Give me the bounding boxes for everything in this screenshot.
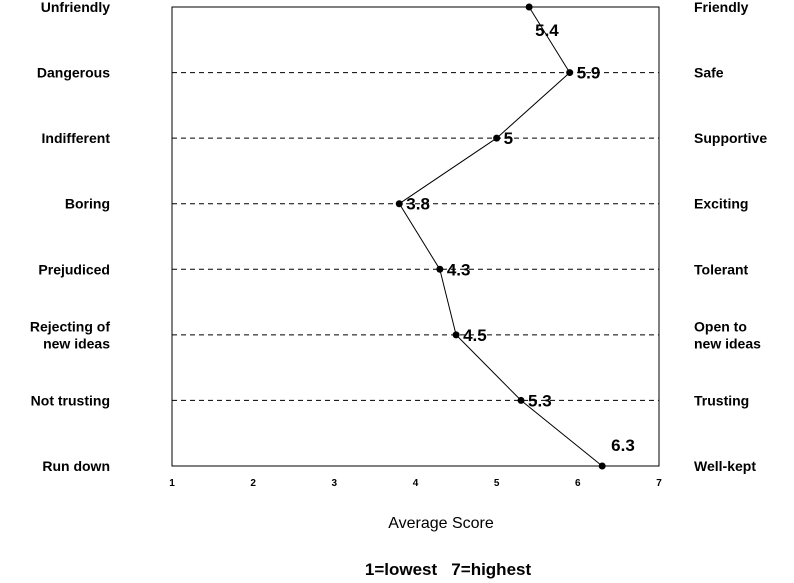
left-anchor-label: Unfriendly xyxy=(41,0,110,15)
right-anchor-label: Friendly xyxy=(694,0,749,15)
x-tick-label: 3 xyxy=(332,478,338,489)
x-tick-label: 1 xyxy=(169,478,175,489)
x-tick-label: 5 xyxy=(494,478,500,489)
data-point xyxy=(566,69,574,77)
plot-area-frame xyxy=(171,6,660,467)
data-point xyxy=(598,462,606,470)
data-label: 5.4 xyxy=(535,21,559,40)
data-point xyxy=(525,3,533,11)
left-anchor-label: Run down xyxy=(42,458,110,474)
average-score-series: 5.4 5.9 5 3.8 4.3 4.5 5.3 6.3 xyxy=(395,3,635,470)
x-axis-ticks: 1 2 3 4 5 6 7 xyxy=(169,478,662,489)
right-anchor-label: Safe xyxy=(694,65,724,81)
left-anchor-label: Boring xyxy=(65,196,110,212)
data-point xyxy=(395,200,403,208)
grid-lines xyxy=(172,72,659,401)
right-anchor-label: Supportive xyxy=(694,130,767,146)
data-label: 5.3 xyxy=(528,391,552,410)
left-anchor-label: Not trusting xyxy=(31,392,110,408)
data-point xyxy=(452,331,460,339)
data-label: 5.9 xyxy=(577,64,601,83)
x-tick-label: 7 xyxy=(656,478,662,489)
left-anchor-label: Dangerous xyxy=(37,65,110,81)
x-tick-label: 4 xyxy=(413,478,419,489)
left-anchor-labels: Unfriendly Dangerous Indifferent Boring Prej… xyxy=(30,0,110,474)
right-anchor-label: Trusting xyxy=(694,392,749,408)
x-axis-label: Average Score xyxy=(388,515,494,532)
right-anchor-label: new ideas xyxy=(694,335,761,351)
left-anchor-label: Indifferent xyxy=(42,130,111,146)
data-point xyxy=(436,265,444,273)
data-label: 6.3 xyxy=(611,436,635,455)
left-anchor-label: new ideas xyxy=(43,335,110,351)
left-anchor-label: Rejecting of xyxy=(30,318,110,334)
data-point xyxy=(517,396,525,404)
scale-note: 1=lowest 7=highest xyxy=(365,560,532,579)
data-label: 4.5 xyxy=(463,326,487,345)
series-line xyxy=(398,6,603,467)
right-anchor-label: Well-kept xyxy=(694,458,756,474)
right-anchor-label: Open to xyxy=(694,318,747,334)
data-point xyxy=(493,134,501,142)
x-tick-label: 2 xyxy=(250,478,256,489)
data-label: 4.3 xyxy=(447,260,471,279)
x-tick-label: 6 xyxy=(575,478,581,489)
right-anchor-label: Tolerant xyxy=(694,261,749,277)
data-label: 3.8 xyxy=(406,195,430,214)
right-anchor-labels: Friendly Safe Supportive Exciting Tolerant Op… xyxy=(694,0,767,474)
right-anchor-label: Exciting xyxy=(694,196,748,212)
data-label: 5 xyxy=(504,129,513,148)
left-anchor-label: Prejudiced xyxy=(38,261,110,277)
